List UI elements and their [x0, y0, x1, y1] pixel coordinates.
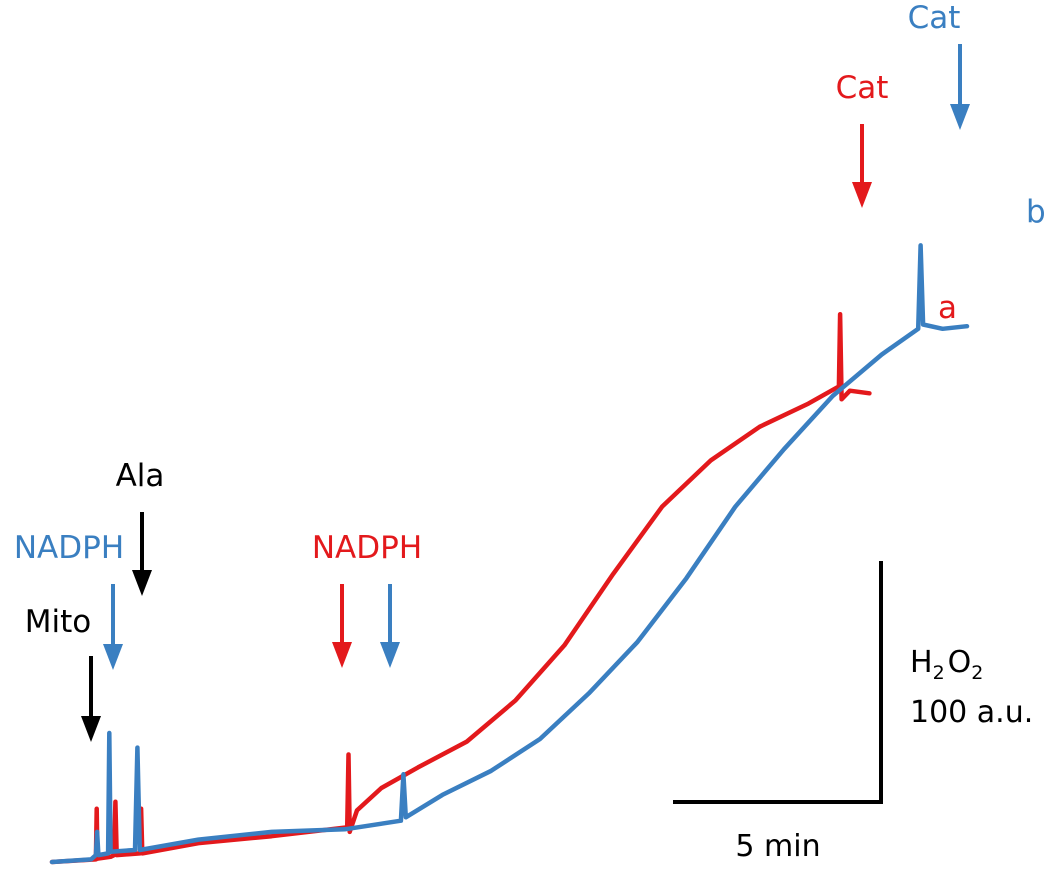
- annotation-arrows-group: Mito NADPH Ala NADPH Cat Cat: [14, 0, 970, 742]
- trace-b: [49, 243, 970, 865]
- annotation-label: Cat: [836, 70, 889, 106]
- annotation-label: Ala: [116, 458, 165, 494]
- h2o2-o: O: [948, 645, 972, 680]
- scale-bar-x-label: 5 min: [735, 829, 820, 864]
- annotation-label: Mito: [25, 604, 91, 640]
- arrow-head: [950, 104, 970, 130]
- annotation-arrow-4: [380, 584, 400, 668]
- annotation-label: Cat: [908, 0, 961, 36]
- arrow-head: [852, 182, 872, 208]
- annotation-arrow-3: NADPH: [312, 530, 422, 668]
- traces-group: [49, 243, 970, 865]
- scale-bar-y-label-line1: H2 O2: [910, 645, 983, 684]
- annotation-label: NADPH: [312, 530, 422, 566]
- annotation-arrow-0: Mito: [25, 604, 101, 742]
- arrow-head: [132, 570, 152, 596]
- scale-bar-y-label-line2: 100 a.u.: [910, 695, 1033, 730]
- arrow-head: [103, 644, 123, 670]
- arrow-head: [332, 642, 352, 668]
- h2o2-h: H: [910, 645, 933, 680]
- annotation-label: NADPH: [14, 530, 124, 566]
- annotation-arrow-5: Cat: [836, 70, 889, 208]
- trace-labels-group: ab: [938, 194, 1046, 326]
- trace-label-a: a: [938, 290, 957, 326]
- annotation-arrow-6: Cat: [908, 0, 970, 130]
- arrow-head: [380, 642, 400, 668]
- trace-label-b: b: [1026, 194, 1046, 230]
- scale-bar: 5 min H2 O2 100 a.u.: [673, 561, 1033, 864]
- h2o2-sub-2b: 2: [971, 662, 983, 684]
- annotation-arrow-2: Ala: [116, 458, 165, 596]
- h2o2-sub-2a: 2: [933, 662, 945, 684]
- annotation-arrow-1: NADPH: [14, 530, 124, 670]
- trace-a: [49, 311, 872, 865]
- arrow-head: [81, 716, 101, 742]
